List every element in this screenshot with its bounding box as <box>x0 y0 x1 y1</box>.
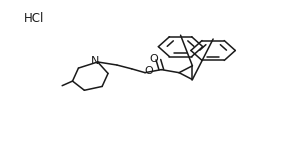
Text: HCl: HCl <box>24 12 44 25</box>
Text: O: O <box>144 66 153 76</box>
Text: O: O <box>149 54 158 64</box>
Text: N: N <box>91 56 99 66</box>
